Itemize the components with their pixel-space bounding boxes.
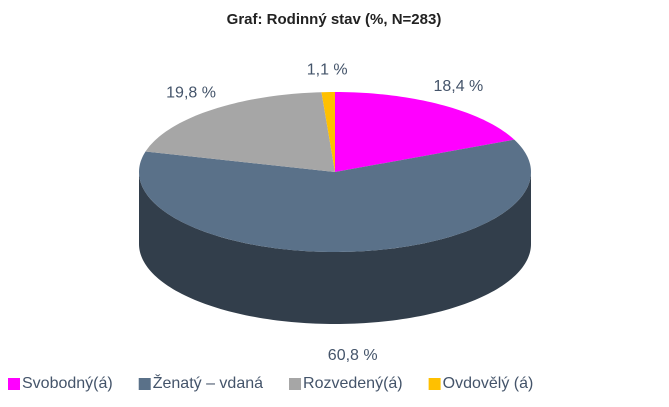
pie-slice (321, 92, 335, 172)
legend-label: Rozvedený(á) (303, 375, 403, 392)
data-label: 19,8 % (166, 85, 216, 102)
pie-slice (139, 139, 531, 252)
data-label: 18,4 % (433, 78, 483, 95)
chart-title: Graf: Rodinný stav (%, N=283) (227, 11, 442, 28)
data-label: 60,8 % (328, 347, 378, 364)
data-label: 1,1 % (307, 61, 348, 78)
pie-side (139, 172, 531, 324)
legend-label: Ovdovělý (á) (443, 375, 534, 392)
pie-slice (335, 92, 515, 172)
legend-swatch (428, 378, 441, 390)
pie-slice (145, 92, 335, 172)
legend-swatch (289, 378, 302, 390)
legend-label: Svobodný(á) (22, 375, 113, 392)
legend-label: Ženatý – vdaná (153, 373, 263, 392)
legend-swatch (138, 378, 151, 390)
legend-swatch (8, 378, 20, 390)
